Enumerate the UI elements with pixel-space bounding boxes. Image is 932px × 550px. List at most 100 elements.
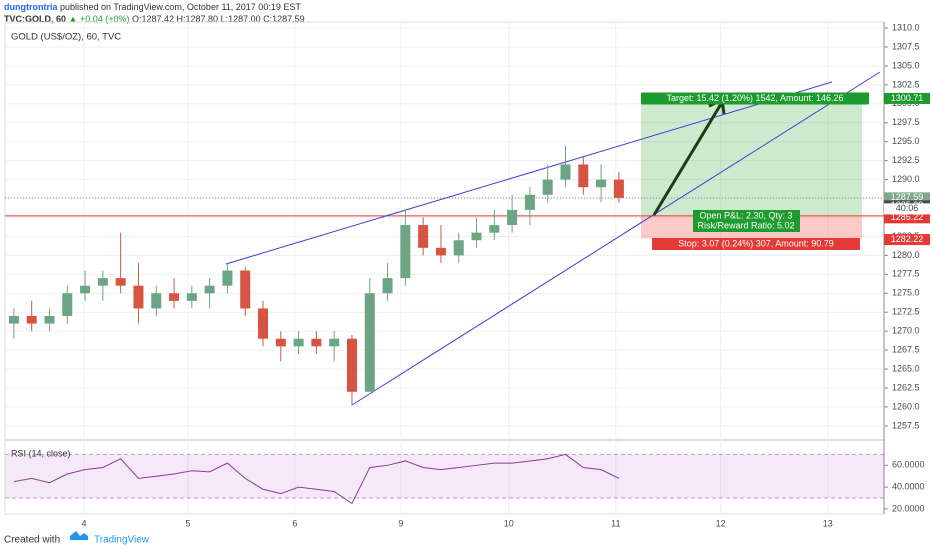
candle-body bbox=[471, 232, 482, 241]
candle-body bbox=[186, 293, 197, 301]
user[interactable]: dungtrontria bbox=[4, 2, 58, 12]
main-title: GOLD (US$/OZ), 60, TVC bbox=[11, 32, 121, 43]
y-tick-label: 1292.5 bbox=[892, 155, 920, 165]
candle-body bbox=[133, 285, 144, 309]
change: ▲ +0.04 (+0%) bbox=[68, 14, 130, 24]
pnl-label: Open P&L: 2.30, Qty: 3 bbox=[699, 210, 792, 220]
symbol-row: TVC:GOLD, 60 ▲ +0.04 (+0%) O:1287.42 H:1… bbox=[4, 14, 305, 24]
price-label-bg bbox=[884, 212, 930, 224]
rsi-band bbox=[5, 454, 884, 498]
ratio-label: Risk/Reward Ratio: 5.02 bbox=[697, 220, 794, 230]
stop-label-bg bbox=[652, 238, 860, 250]
y-tick-label: 1272.5 bbox=[892, 307, 920, 317]
y-tick-label: 1310.0 bbox=[892, 22, 920, 32]
candle-body bbox=[613, 179, 624, 198]
candle-body bbox=[453, 240, 464, 256]
candle-body bbox=[169, 293, 180, 301]
target-label: Target: 15.42 (1.20%) 1542, Amount: 146.… bbox=[666, 93, 843, 103]
candle-body bbox=[578, 164, 589, 188]
price-label-bg bbox=[884, 234, 930, 246]
candle-body bbox=[222, 270, 233, 286]
y-tick-label: 1275.0 bbox=[892, 288, 920, 298]
candle-body bbox=[80, 285, 91, 294]
y-tick-label: 1265.0 bbox=[892, 363, 920, 373]
candle-body bbox=[97, 278, 108, 286]
candle-body bbox=[240, 270, 251, 309]
rsi-line bbox=[13, 453, 620, 505]
candle-body bbox=[62, 293, 73, 317]
rsi-tick-label: 60.0000 bbox=[892, 460, 925, 470]
price-label: 1287.59 bbox=[891, 192, 924, 202]
rsi-tick-label: 40.0000 bbox=[892, 481, 925, 491]
y-tick-label: 1305.0 bbox=[892, 60, 920, 70]
trend-line bbox=[225, 81, 833, 265]
y-tick-label: 1295.0 bbox=[892, 136, 920, 146]
target-label-bg bbox=[641, 92, 869, 105]
x-tick-label: 6 bbox=[292, 518, 297, 528]
candle-body bbox=[364, 293, 375, 392]
y-tick-label: 1297.5 bbox=[892, 117, 920, 127]
published: published on TradingView.com, October 11… bbox=[60, 2, 301, 12]
y-tick-label: 1302.5 bbox=[892, 79, 920, 89]
footer-created: Created with bbox=[4, 535, 60, 546]
candle-body bbox=[275, 338, 286, 347]
rsi-tick-label: 20.0000 bbox=[892, 503, 925, 513]
x-tick-label: 13 bbox=[823, 518, 833, 528]
candle-body bbox=[418, 225, 429, 248]
y-tick-label: 1270.0 bbox=[892, 326, 920, 336]
countdown-bg bbox=[884, 203, 930, 215]
y-tick-label: 1262.5 bbox=[892, 382, 920, 392]
rsi-title: RSI (14, close) bbox=[11, 448, 71, 458]
target-zone bbox=[641, 98, 862, 216]
candle-body bbox=[524, 194, 535, 210]
logo bbox=[70, 531, 88, 540]
stop-label: Stop: 3.07 (0.24%) 307, Amount: 90.79 bbox=[678, 238, 834, 248]
y-tick-label: 1277.5 bbox=[892, 269, 920, 279]
candle-body bbox=[8, 316, 19, 324]
candle-body bbox=[26, 316, 37, 324]
candle-body bbox=[382, 278, 393, 294]
y-tick-label: 1307.5 bbox=[892, 41, 920, 51]
pnl-bg bbox=[693, 210, 800, 232]
candle-body bbox=[489, 225, 500, 233]
countdown: 40:06 bbox=[896, 203, 919, 213]
y-tick-label: 1280.0 bbox=[892, 250, 920, 260]
candle-body bbox=[435, 247, 446, 256]
header-row: dungtrontria published on TradingView.co… bbox=[4, 2, 301, 12]
x-tick-label: 9 bbox=[398, 518, 403, 528]
x-tick-label: 5 bbox=[185, 518, 190, 528]
x-tick-label: 10 bbox=[504, 518, 514, 528]
trend-line bbox=[351, 71, 881, 406]
candle-body bbox=[44, 316, 55, 324]
y-tick-label: 1290.0 bbox=[892, 174, 920, 184]
candle-body bbox=[293, 338, 304, 347]
ohlc: O:1287.42 H:1287.80 L:1287.00 C:1287.59 bbox=[132, 14, 305, 24]
x-tick-label: 4 bbox=[81, 518, 86, 528]
price-label: 1285.22 bbox=[891, 212, 924, 222]
price-label: 1282.22 bbox=[891, 234, 924, 244]
symbol: TVC:GOLD, 60 bbox=[4, 14, 67, 24]
candle-body bbox=[400, 225, 411, 279]
candle-body bbox=[151, 293, 162, 309]
candle-body bbox=[311, 338, 322, 347]
candle-body bbox=[507, 209, 518, 226]
price-label-bg bbox=[884, 92, 930, 104]
arrow bbox=[652, 103, 723, 216]
x-tick-label: 11 bbox=[611, 518, 620, 528]
candle-body bbox=[560, 164, 571, 180]
candle-body bbox=[258, 308, 269, 339]
y-tick-label: 1260.0 bbox=[892, 401, 920, 411]
candle-body bbox=[329, 338, 340, 347]
price-label: 1300.71 bbox=[891, 93, 924, 103]
candle-body bbox=[346, 338, 357, 392]
candle-body bbox=[115, 278, 126, 286]
footer-brand[interactable]: TradingView bbox=[94, 535, 150, 546]
y-tick-label: 1257.5 bbox=[892, 420, 920, 430]
candle-body bbox=[596, 179, 607, 188]
y-tick-label: 1267.5 bbox=[892, 344, 920, 354]
candle-body bbox=[204, 285, 215, 294]
price-label-bg bbox=[884, 192, 930, 204]
candle-body bbox=[542, 179, 553, 195]
